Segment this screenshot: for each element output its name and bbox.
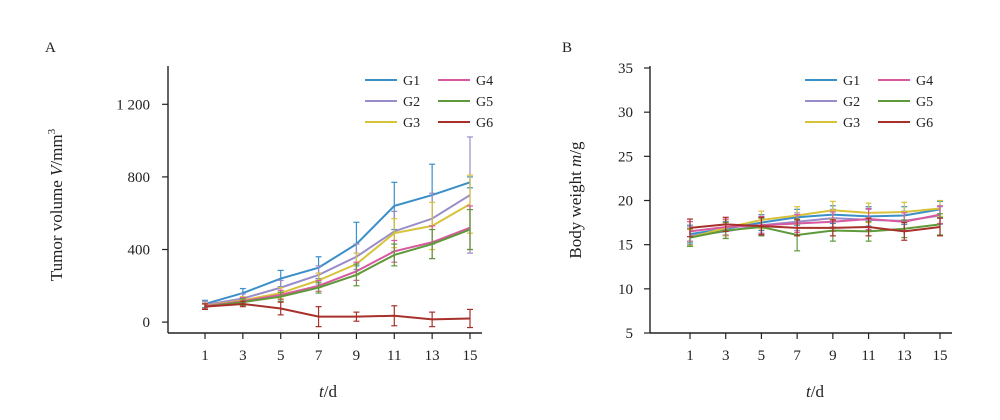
y-tick-label: 30 (618, 105, 633, 121)
x-tick-label: 9 (829, 348, 837, 364)
legend-entry-g1: G1 (805, 74, 860, 89)
y-tick-label: 35 (618, 61, 633, 77)
y-tick-label: 25 (618, 149, 633, 165)
y-tick-label: 15 (618, 238, 633, 254)
x-tick-label: 11 (861, 348, 875, 364)
legend-label: G4 (916, 74, 933, 89)
x-tick-label: 1 (686, 348, 694, 364)
legend-label: G5 (476, 95, 493, 110)
legend-label: G2 (403, 95, 420, 110)
x-tick-label: 5 (758, 348, 766, 364)
x-axis-title: t/d (319, 382, 337, 401)
legend-entry-g3: G3 (805, 116, 860, 131)
x-tick-label: 3 (239, 348, 247, 364)
x-tick-label: 9 (353, 348, 361, 364)
legend-entry-g4: G4 (878, 74, 933, 89)
series-line (204, 203, 471, 307)
legend-label: G4 (476, 74, 493, 89)
y-axis-title: Body weight m/g (566, 141, 585, 259)
series-line (204, 181, 471, 305)
legend-label: G6 (916, 116, 933, 131)
legend-label: G1 (403, 74, 420, 89)
panel-label: A (45, 40, 56, 56)
x-tick-label: 5 (277, 348, 285, 364)
legend-label: G2 (843, 95, 860, 110)
x-tick-label: 7 (315, 348, 323, 364)
legend-label: G3 (403, 116, 420, 131)
y-tick-label: 10 (618, 282, 633, 298)
y-tick-label: 0 (143, 315, 151, 331)
x-tick-label: 13 (897, 348, 912, 364)
y-axis-title: Tumor volume V/mm3 (46, 128, 66, 281)
legend-label: G6 (476, 116, 493, 131)
series-line (689, 213, 941, 233)
x-axis-title: t/d (806, 382, 824, 401)
series-line (204, 228, 471, 308)
x-tick-label: 15 (933, 348, 948, 364)
y-tick-label: 800 (128, 170, 151, 186)
y-tick-label: 5 (626, 326, 634, 342)
legend-label: G1 (843, 74, 860, 89)
legend-entry-g3: G3 (365, 116, 420, 131)
x-tick-label: 11 (387, 348, 401, 364)
legend-entry-g2: G2 (805, 95, 860, 110)
series-g6 (202, 300, 473, 329)
legend-entry-g5: G5 (438, 95, 493, 110)
series-g6 (687, 216, 943, 241)
series-line (204, 226, 471, 308)
y-tick-label: 1 200 (116, 97, 150, 113)
legend-entry-g5: G5 (878, 95, 933, 110)
series-line (689, 208, 941, 236)
series-line (689, 223, 941, 233)
x-tick-label: 7 (793, 348, 801, 364)
legend-label: G3 (843, 116, 860, 131)
x-tick-label: 3 (722, 348, 730, 364)
y-tick-label: 400 (128, 243, 151, 259)
legend-entry-g6: G6 (878, 116, 933, 131)
x-tick-label: 13 (425, 348, 440, 364)
panel-label: B (562, 40, 572, 56)
y-tick-label: 20 (618, 194, 633, 210)
legend-entry-g2: G2 (365, 95, 420, 110)
series-line (689, 223, 941, 239)
series-line (204, 194, 471, 306)
x-tick-label: 15 (463, 348, 478, 364)
series-line (204, 302, 471, 321)
legend-entry-g4: G4 (438, 74, 493, 89)
legend-entry-g1: G1 (365, 74, 420, 89)
x-tick-label: 1 (201, 348, 209, 364)
legend-entry-g6: G6 (438, 116, 493, 131)
legend-label: G5 (916, 95, 933, 110)
